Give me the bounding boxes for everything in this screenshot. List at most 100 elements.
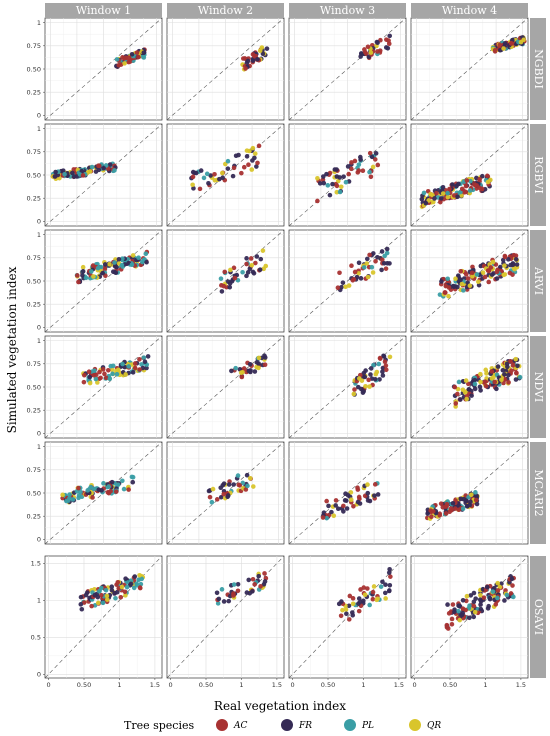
data-point (230, 173, 236, 179)
data-point (80, 273, 85, 278)
data-point (365, 482, 370, 487)
data-point (338, 613, 344, 619)
data-point (95, 265, 101, 271)
data-point (481, 595, 487, 600)
data-point (139, 576, 145, 582)
data-point (367, 384, 372, 389)
data-point (102, 371, 107, 377)
data-point (445, 276, 450, 282)
data-point (365, 44, 371, 50)
data-point (355, 170, 361, 175)
data-point (93, 376, 99, 382)
data-point (455, 391, 460, 397)
column-strips: Window 1 Window 2 Window 3 Window 4 (45, 3, 528, 18)
data-point (466, 387, 472, 392)
data-point (321, 180, 327, 186)
data-point (439, 279, 444, 284)
data-point (383, 596, 388, 601)
data-point (487, 595, 493, 601)
data-point (480, 173, 485, 179)
data-point (235, 582, 241, 587)
data-point (206, 488, 212, 494)
data-point (70, 497, 76, 502)
data-point (478, 371, 483, 377)
data-point (510, 583, 515, 588)
x-tick-label: 1 (361, 681, 365, 689)
data-point (460, 610, 466, 616)
y-tick-label: 0.75 (27, 42, 41, 50)
y-tick-label: 0 (37, 671, 41, 679)
data-point (225, 493, 231, 498)
data-point (119, 262, 125, 268)
data-point (210, 486, 216, 492)
data-point (348, 166, 354, 172)
data-point (484, 173, 490, 179)
data-point (474, 272, 480, 277)
x-tick-label: 1 (117, 681, 121, 689)
data-point (226, 598, 232, 604)
data-point (329, 509, 334, 515)
data-point (419, 196, 425, 202)
reference-line (166, 229, 285, 333)
data-point (52, 174, 58, 179)
data-point (502, 372, 507, 377)
data-point (446, 293, 451, 299)
data-point (468, 593, 474, 598)
data-point (350, 601, 356, 607)
y-tick-label: 0 (37, 430, 41, 438)
data-point (375, 49, 380, 54)
column-strip (167, 3, 284, 18)
data-point (483, 367, 489, 373)
data-point (89, 164, 95, 170)
panel (410, 335, 529, 439)
data-point (220, 175, 225, 181)
data-point (129, 262, 135, 268)
reference-line (44, 229, 163, 333)
data-point (505, 364, 510, 370)
column-strip-label: Window 4 (442, 4, 497, 17)
data-point (450, 182, 455, 187)
y-tick-label: 0 (37, 324, 41, 332)
data-point (231, 482, 236, 487)
data-point (110, 363, 116, 369)
data-point (365, 274, 371, 280)
data-point (330, 181, 335, 187)
data-point (492, 48, 498, 53)
data-point (76, 493, 82, 498)
data-point (348, 497, 354, 503)
data-point (467, 502, 472, 508)
data-point (315, 198, 320, 204)
data-point (103, 375, 109, 381)
data-point (132, 361, 138, 366)
data-point (476, 279, 481, 285)
data-point (112, 168, 117, 173)
data-point (350, 613, 356, 618)
data-point (464, 593, 470, 599)
legend-marker-ac (216, 719, 228, 731)
data-point (115, 579, 121, 585)
data-point (492, 379, 498, 385)
data-point (123, 576, 128, 581)
x-tick-label: 0.50 (443, 681, 457, 689)
data-point (229, 278, 235, 284)
panel (410, 123, 529, 227)
data-point (459, 186, 465, 192)
data-point (126, 55, 131, 60)
data-point (140, 259, 145, 265)
data-point (488, 177, 493, 183)
data-point (375, 40, 380, 45)
data-point (456, 603, 461, 609)
data-point (341, 509, 346, 514)
data-point (114, 368, 119, 374)
data-point (351, 391, 357, 397)
data-point (341, 174, 346, 179)
data-point (337, 270, 342, 276)
data-point (76, 279, 81, 285)
data-point (379, 249, 385, 254)
x-tick-label: 1 (483, 681, 487, 689)
data-point (100, 270, 105, 276)
data-point (76, 485, 81, 491)
row-strip (530, 556, 546, 678)
data-point (495, 595, 500, 601)
data-point (327, 192, 333, 198)
